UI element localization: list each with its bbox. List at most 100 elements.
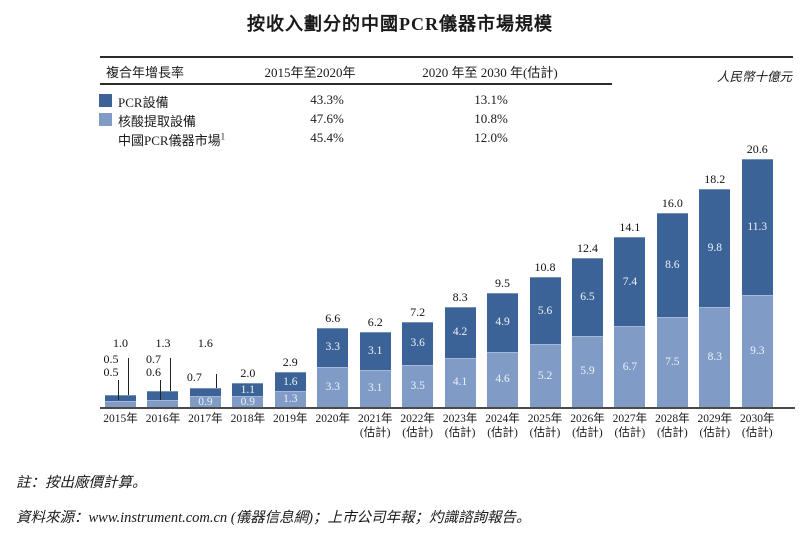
bar-2020年: 3.3 3.3: [317, 327, 349, 407]
bar-segment-pcr: [402, 321, 434, 365]
bar-segment-nucleic: [529, 344, 561, 407]
bar-2028年: 8.6 7.5: [656, 213, 688, 407]
bar-segment-pcr: [444, 307, 476, 358]
bar-segment-pcr: [359, 332, 391, 370]
x-axis-label: 2020年: [315, 413, 351, 425]
bar-total-label: 1.0: [113, 336, 128, 350]
bar-2017年: 0.9: [189, 387, 221, 408]
bar-total-label: 14.1: [619, 220, 641, 235]
segment-callout-pcr: 0.5: [103, 352, 119, 366]
bar-segment-nucleic: [444, 357, 476, 407]
leader-line: [117, 380, 119, 400]
leader-line: [159, 380, 161, 400]
bar-segment-pcr: [105, 394, 136, 401]
bar-segment-nucleic: [232, 396, 264, 407]
x-axis-label: 2017年: [188, 413, 223, 425]
segment-callout-nucleic: 0.5: [103, 365, 119, 379]
segment-value-nucleic: 0.9: [240, 395, 256, 408]
bar-segment-pcr: [741, 158, 773, 296]
legend-label-pcr: PCR設備: [118, 95, 169, 110]
segment-value-pcr: 5.6: [537, 304, 553, 317]
bar-segment-pcr: [274, 372, 306, 392]
segment-value-nucleic: 6.7: [622, 360, 638, 373]
x-axis-label: 2019年: [273, 413, 308, 425]
segment-value-pcr: 4.9: [495, 316, 510, 329]
bar-total-label: 2.0: [240, 365, 256, 380]
bar-2016年: [147, 391, 179, 407]
x-axis-label: 2028年 (估計): [655, 413, 690, 439]
bar-total-label: 2.9: [282, 355, 298, 370]
total-cagr-2015-2020: 45.4%: [310, 130, 344, 145]
legend-row-nucleic: 核酸提取設備 47.6% 10.8%: [99, 111, 619, 129]
x-axis-label: 2015年: [103, 413, 138, 425]
bar-2025年: 5.6 5.2: [529, 276, 561, 407]
segment-value-nucleic: 8.3: [707, 351, 722, 364]
pcr-series-swatch: [99, 94, 112, 107]
segment-value-nucleic: 5.2: [537, 369, 553, 382]
segment-value-pcr: 4.2: [452, 326, 468, 339]
cagr-header-period1: 2015年至2020年: [264, 65, 356, 80]
cagr-header-label: 複合年增長率: [106, 65, 185, 80]
segment-value-pcr: 11.3: [747, 220, 768, 233]
x-axis-label: 2027年 (估計): [612, 413, 648, 439]
bar-2029年: 9.8 8.3: [699, 189, 731, 407]
x-axis-label: 2023年 (估計): [442, 413, 478, 439]
total-market-text: 中國PCR儀器市場: [118, 133, 221, 148]
nucleic-series-swatch: [99, 113, 112, 126]
legend-label-total-market: 中國PCR儀器市場1: [118, 130, 225, 149]
segment-value-nucleic: 4.6: [495, 373, 510, 386]
pcr-cagr-2020-2030: 13.1%: [474, 92, 508, 107]
bar-total-label: 8.3: [452, 290, 468, 305]
segment-value-nucleic: 4.1: [452, 376, 468, 389]
segment-value-nucleic: 3.3: [325, 381, 340, 394]
footnote-superscript: 1: [220, 131, 226, 142]
bar-2015年: [105, 394, 136, 407]
segment-value-pcr: 3.1: [368, 345, 383, 357]
bar-segment-nucleic: [699, 307, 731, 407]
x-axis-label: 2016年: [145, 413, 181, 425]
table-header-underline: [100, 83, 612, 85]
x-axis-label: 2025年 (估計): [527, 413, 563, 439]
segment-value-nucleic: 5.9: [580, 365, 595, 378]
segment-value-nucleic: 3.1: [368, 382, 383, 395]
bar-segment-nucleic: [359, 369, 391, 407]
legend-label-nucleic: 核酸提取設備: [118, 114, 197, 129]
bar-total-label: 7.2: [410, 304, 426, 319]
bar-total-label: 20.6: [746, 141, 768, 156]
segment-value-nucleic: 7.5: [665, 355, 680, 368]
segment-value-nucleic: 0.9: [198, 395, 213, 408]
bar-2021年: 3.1 3.1: [359, 332, 391, 407]
segment-value-nucleic: 1.3: [283, 393, 298, 406]
cagr-header-period2: 2020 年至 2030 年(估計): [422, 65, 558, 80]
leader-line: [216, 374, 218, 388]
x-axis-label: 2022年 (估計): [400, 413, 435, 439]
bar-total-label: 16.0: [661, 196, 683, 211]
source-note: 資料來源：www.instrument.com.cn (儀器信息網)；上市公司年…: [16, 510, 531, 526]
segment-value-pcr: 1.1: [240, 383, 256, 396]
bar-total-label: 10.8: [534, 259, 556, 274]
x-axis-label: 2021年 (估計): [357, 413, 393, 439]
segment-value-nucleic: 3.5: [410, 379, 425, 392]
bar-segment-pcr: [487, 292, 519, 352]
segment-value-pcr: 7.4: [622, 275, 638, 288]
bar-chart: 1.0 0.5 0.5 2015年 1.3 0.7 0.6 2016年 0.9 1.6 0.7 201…: [103, 141, 774, 439]
bar-total-label: 6.2: [367, 315, 383, 330]
table-top-rule: [100, 56, 793, 58]
bar-total-label: 18.2: [704, 172, 726, 187]
segment-value-nucleic: 9.3: [750, 345, 765, 357]
segment-value-pcr: 9.8: [707, 242, 722, 255]
bar-2024年: 4.9 4.6: [487, 292, 519, 407]
bar-segment-nucleic: [147, 399, 179, 407]
total-cagr-2020-2030: 12.0%: [474, 130, 508, 145]
legend-row-pcr: PCR設備 43.3% 13.1%: [99, 92, 619, 110]
nucleic-cagr-2015-2020: 47.6%: [310, 111, 344, 126]
segment-callout-pcr: 0.7: [145, 352, 161, 366]
x-axis-label: 2026年 (估計): [570, 413, 605, 439]
segment-value-pcr: 3.3: [325, 341, 340, 354]
bar-segment-nucleic: [402, 364, 434, 407]
bar-segment-nucleic: [189, 396, 221, 407]
bar-2022年: 3.6 3.5: [402, 321, 434, 407]
legend-row-total-market: 中國PCR儀器市場1 45.4% 12.0%: [99, 130, 619, 148]
bar-segment-pcr: [317, 327, 349, 368]
